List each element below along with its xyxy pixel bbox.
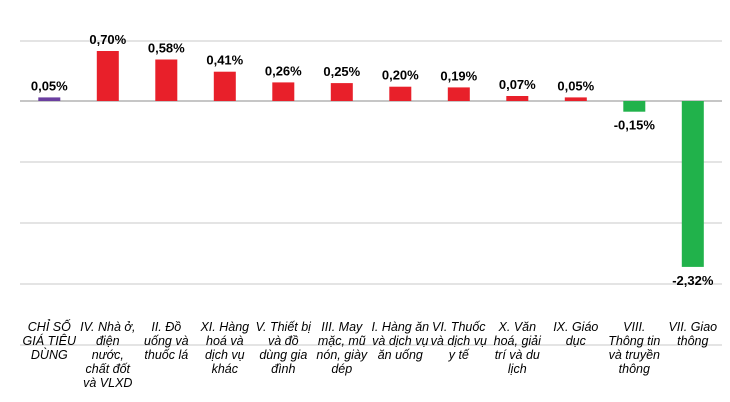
bar [564, 97, 587, 101]
category-label: V. Thiết bị và đồ dùng gia đình [255, 320, 311, 376]
value-label: -0,15% [614, 118, 656, 133]
category-label: VII. Giao thông [668, 320, 718, 348]
bar [623, 101, 646, 112]
value-label: 0,05% [31, 78, 68, 93]
value-label: 0,70% [89, 32, 126, 47]
value-label: 0,20% [382, 68, 419, 83]
value-label: 0,41% [206, 53, 243, 68]
bar [272, 82, 295, 101]
category-label: VI. Thuốc và dịch vụ y tế [430, 320, 487, 362]
category-label: XI. Hàng hoá và dịch vụ khác [200, 320, 250, 376]
bar [330, 83, 353, 101]
bar [213, 71, 236, 101]
bar [96, 51, 119, 101]
category-label: I. Hàng ăn và dịch vụ ăn uống [371, 320, 430, 362]
value-labels: 0,05% 0,70% 0,58% 0,41% 0,26% 0,25% 0,20% 0,19%… [31, 32, 714, 288]
category-label: IV. Nhà ở, điện nước, chất đốt và VLXD [80, 320, 136, 390]
category-label: II. Đồ uống và thuốc lá [144, 320, 189, 362]
bar [447, 87, 470, 101]
bar [38, 97, 61, 101]
category-label: X. Văn hoá, giải trí và du lịch [493, 320, 541, 376]
value-label: 0,05% [557, 78, 594, 93]
value-label: 0,07% [499, 77, 536, 92]
gridlines [20, 40, 722, 346]
category-label: III. May mặc, mũ nón, giày dép [316, 320, 368, 376]
category-label: CHỈ SỐ GIÁ TIÊU DÙNG [22, 320, 77, 362]
bar [155, 59, 178, 101]
bar [506, 96, 529, 101]
bar [389, 86, 412, 101]
value-label: 0,26% [265, 63, 302, 78]
bar [681, 101, 704, 267]
category-label: IX. Giáo dục [553, 320, 599, 348]
value-label: 0,25% [323, 64, 360, 79]
value-label: -2,32% [672, 273, 714, 288]
value-label: 0,19% [440, 68, 477, 83]
value-label: 0,58% [148, 41, 185, 56]
bars [38, 51, 704, 267]
category-label: VIII. Thông tin và truyền thông [608, 320, 661, 376]
